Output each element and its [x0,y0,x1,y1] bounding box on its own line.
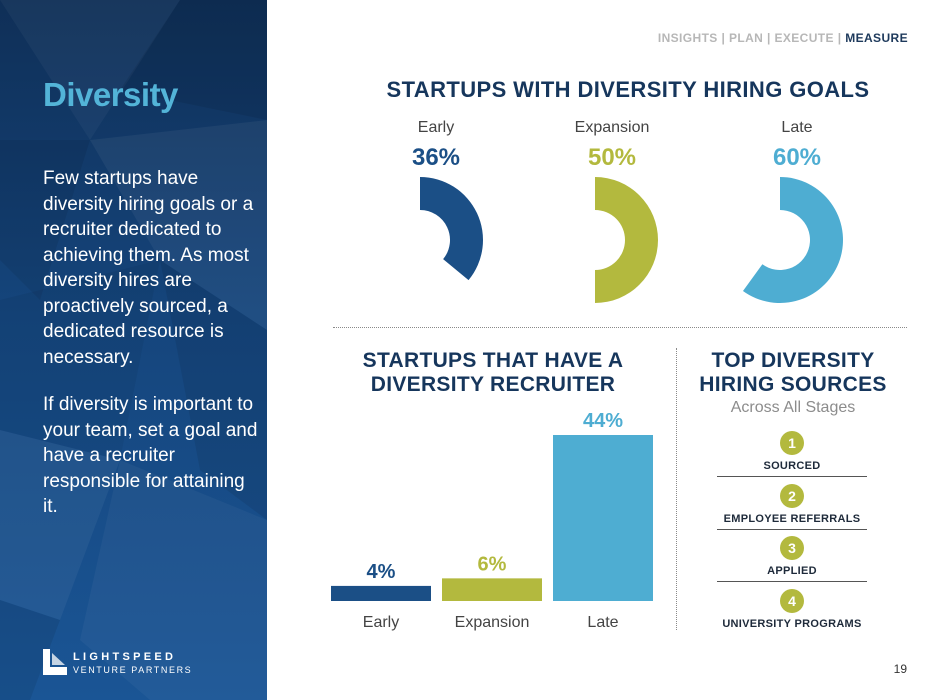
goals-donut-late [742,177,843,303]
sidebar-paragraph-1: Few startups have diversity hiring goals… [43,168,254,368]
nav-separator: | [721,31,726,45]
recruiter-title-line-2: DIVERSITY RECRUITER [370,373,616,396]
goals-title: STARTUPS WITH DIVERSITY HIRING GOALS [386,77,870,102]
nav-item-execute: EXECUTE [774,31,834,45]
source-label: UNIVERSITY PROGRAMS [722,618,862,630]
recruiter-bar-expansion [442,578,542,601]
goals-label-early: Early [417,119,455,136]
sidebar-paragraph-2: If diversity is important to your team, … [43,394,258,517]
recruiter-value-label-late: 44% [583,410,623,432]
goals-donut-chart [420,177,843,303]
lightspeed-logo-icon [43,649,67,675]
sources-title: TOP DIVERSITY HIRING SOURCES [680,349,906,397]
source-item: 3 APPLIED [717,536,867,577]
section-nav: INSIGHTS | PLAN | EXECUTE | MEASURE [658,31,908,45]
recruiter-bar-late [553,435,653,601]
goals-pct-expansion: 50% [587,144,637,171]
source-item: 1 SOURCED [717,431,867,472]
horizontal-divider [333,327,907,328]
recruiter-bar-chart: 4% Early 6% Expansion 44% Late [331,410,653,631]
goals-donut-expansion [595,177,658,303]
nav-item-measure: MEASURE [845,31,908,45]
sidebar: Diversity Few startups have diversity hi… [0,0,267,700]
goals-label-late: Late [781,119,813,136]
source-rank-badge: 1 [780,431,804,455]
nav-separator: | [766,31,771,45]
recruiter-category-label-late: Late [587,614,618,631]
recruiter-title-line-1: STARTUPS THAT HAVE A [362,349,624,372]
recruiter-category-label-expansion: Expansion [455,614,530,631]
nav-item-insights: INSIGHTS [657,31,718,45]
recruiter-bars: 4% Early 6% Expansion 44% Late [331,410,653,631]
goals-pct-early: 36% [411,144,461,171]
goals-label-expansion: Expansion [574,119,650,136]
recruiter-value-label-expansion: 6% [478,553,507,575]
vertical-divider [676,348,677,630]
source-label: APPLIED [767,565,817,577]
recruiter-bar-early [331,585,431,601]
faceted-background [0,0,267,700]
source-divider [717,476,867,477]
source-divider [717,581,867,582]
recruiter-value-label-early: 4% [367,561,396,583]
goals-donut-early [420,177,483,281]
source-rank-badge: 3 [780,536,804,560]
logo-line-2: VENTURE PARTNERS [73,665,193,675]
page-number: 19 [893,662,907,676]
recruiter-title: STARTUPS THAT HAVE A DIVERSITY RECRUITER [333,349,653,397]
sources-title-line-2: HIRING SOURCES [699,373,887,396]
goals-pct-late: 60% [772,144,822,171]
source-divider [717,529,867,530]
sources-subtitle: Across All Stages [730,399,856,416]
lightspeed-logo: LIGHTSPEED VENTURE PARTNERS [43,649,203,677]
sidebar-title: Diversity [43,76,178,113]
logo-line-1: LIGHTSPEED [73,651,177,663]
nav-separator: | [837,31,842,45]
recruiter-category-label-early: Early [363,614,399,631]
source-label: SOURCED [763,460,821,472]
source-item: 4 UNIVERSITY PROGRAMS [717,589,867,630]
source-rank-badge: 2 [780,484,804,508]
sources-title-line-1: TOP DIVERSITY [711,349,875,372]
source-item: 2 EMPLOYEE REFERRALS [717,484,867,525]
nav-item-plan: PLAN [728,31,764,45]
source-label: EMPLOYEE REFERRALS [723,513,861,525]
source-rank-badge: 4 [780,589,804,613]
